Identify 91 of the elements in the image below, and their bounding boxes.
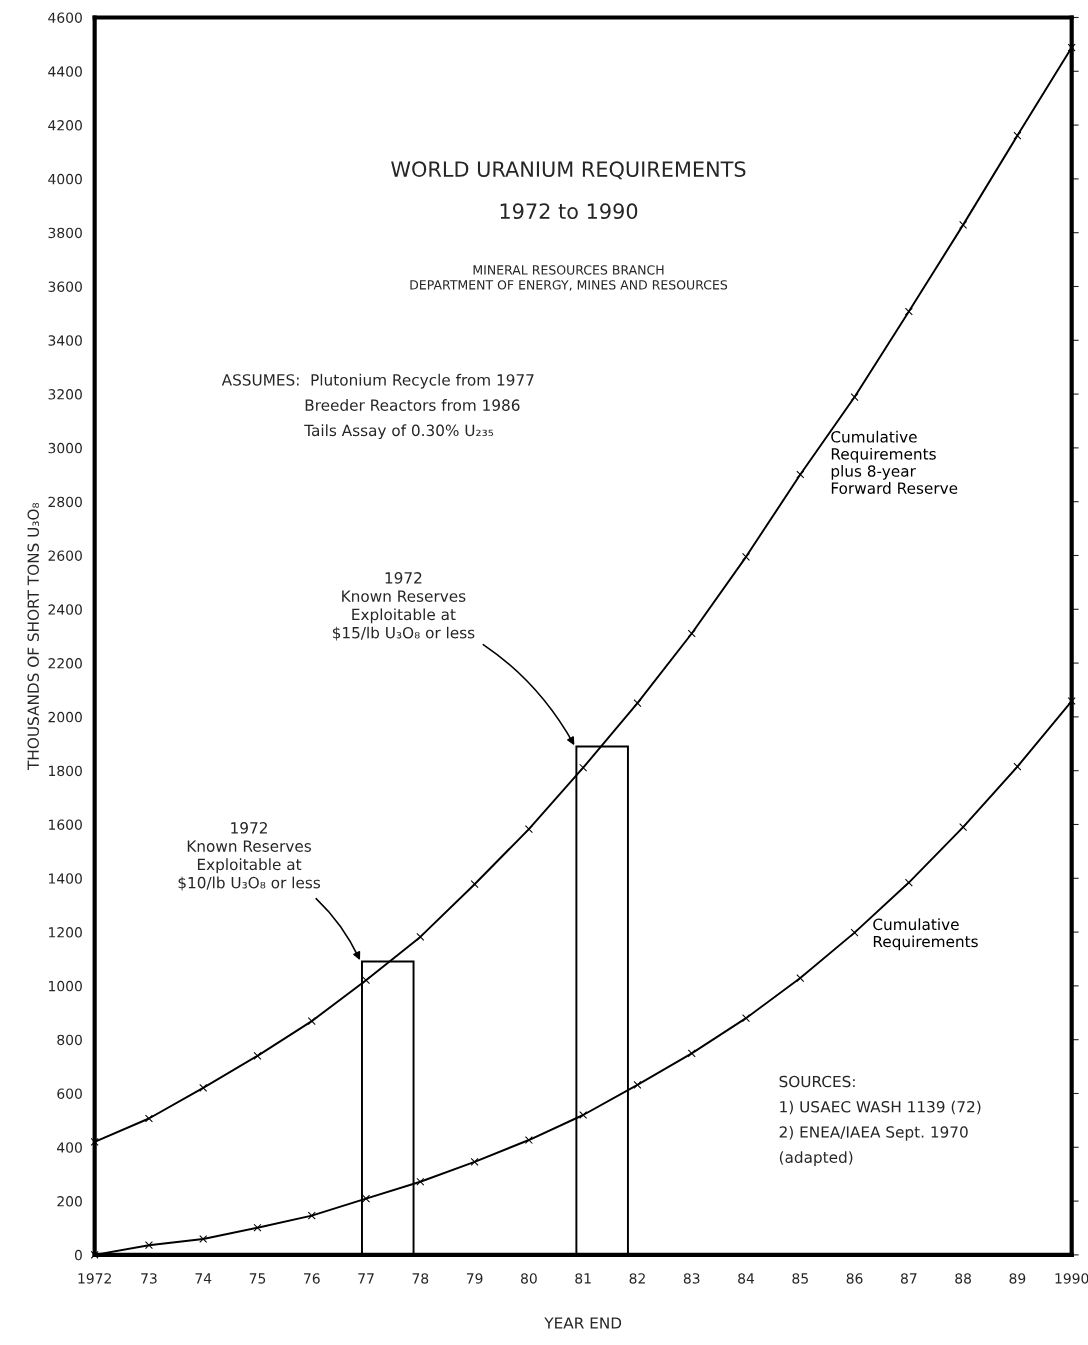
x-tick-label: 88 (955, 1273, 972, 1284)
y-tick-label: 2600 (48, 550, 82, 561)
text: WORLD URANIUM REQUIREMENTS (391, 161, 746, 180)
x-tick-label: 74 (195, 1273, 212, 1284)
y-tick-label: 400 (57, 1142, 82, 1153)
y-tick-label: 4200 (48, 120, 82, 131)
x-tick-label: 86 (846, 1273, 863, 1284)
y-tick-label: 3200 (48, 389, 82, 400)
text: 1972 to 1990 (500, 203, 638, 220)
x-tick-label: 81 (575, 1273, 591, 1284)
y-tick-label: 4600 (48, 12, 82, 23)
y-axis-title: THOUSANDS OF SHORT TONS U₃O₈ (27, 502, 39, 771)
point (362, 1194, 371, 1203)
x-tick-label: 80 (520, 1273, 537, 1284)
point (687, 629, 696, 638)
point (199, 1083, 208, 1092)
point (416, 1177, 425, 1186)
x-tick-label: 83 (683, 1273, 700, 1284)
y-tick-label: 600 (57, 1088, 82, 1099)
y-tick-label: 2200 (48, 658, 82, 669)
point (253, 1051, 262, 1060)
y-tick-label: 3600 (48, 281, 82, 292)
x-tick-label: 1990 (1055, 1273, 1088, 1284)
point (850, 928, 859, 937)
x-tick-label: 87 (900, 1273, 917, 1284)
point (579, 1111, 588, 1119)
point (524, 825, 533, 834)
y-tick-label: 1800 (49, 765, 82, 777)
annotation: 1972 Known Reserves Exploitable at $10/lb U₃O₈ or less (178, 822, 321, 891)
point (633, 699, 642, 708)
y-tick-label: 2800 (48, 496, 82, 508)
y-tick-label: 3400 (48, 335, 82, 346)
x-tick-label: 76 (304, 1273, 320, 1284)
point (470, 1157, 479, 1166)
point (307, 1211, 316, 1220)
y-tick-label: 1600 (49, 819, 82, 830)
annotation: ASSUMES: Plutonium Recycle from 1977 Breeder Reactors from 1986 Tails Assay of 0.30% U₂₃₅ (221, 373, 534, 440)
annotation: MINERAL RESOURCES BRANCH DEPARTMENT OF ENERGY, MINES AND RESOURCES (410, 265, 728, 291)
point (742, 1014, 750, 1023)
y-tick-label: 1000 (49, 980, 82, 992)
x-tick-label: 85 (792, 1273, 808, 1284)
x-tick-label: 84 (738, 1273, 755, 1284)
annotation: SOURCES: 1) USAEC WASH 1139 (72) 2) ENEA/IAEA Sept. 1970 (adapted) (779, 1075, 981, 1166)
point (1013, 762, 1022, 771)
point (742, 552, 750, 561)
point (796, 974, 805, 983)
point (144, 1241, 153, 1250)
x-tick-label: 73 (141, 1273, 157, 1284)
x-tick-label: 1972 (78, 1273, 111, 1284)
y-tick-label: 2400 (48, 604, 82, 615)
point (959, 220, 968, 229)
point (904, 878, 913, 887)
point (307, 1017, 316, 1026)
y-tick-label: 4000 (48, 173, 82, 185)
y-tick-label: 800 (57, 1034, 82, 1046)
y-tick-label: 3800 (48, 227, 82, 239)
series-label: Cumulative Requirements (873, 918, 978, 951)
y-tick-label: 0 (74, 1249, 82, 1261)
x-tick-label: 75 (249, 1273, 266, 1284)
point (144, 1114, 153, 1123)
x-tick-label: 77 (358, 1273, 374, 1284)
point (1013, 131, 1022, 140)
point (687, 1049, 696, 1058)
x-tick-label: 82 (629, 1273, 645, 1284)
point (1067, 43, 1076, 52)
point (362, 976, 371, 985)
y-tick-label: 1200 (49, 927, 82, 938)
y-tick-label: 1400 (49, 873, 82, 884)
point (416, 932, 425, 941)
point (1067, 697, 1076, 706)
x-tick-label: 79 (466, 1273, 483, 1284)
x-axis-title: YEAR END (544, 1317, 622, 1329)
point (904, 307, 913, 316)
series-label: Cumulative Requirements plus 8-year Forward Reserve (831, 430, 958, 494)
x-tick-label: 89 (1009, 1273, 1026, 1284)
y-tick-label: 3000 (48, 442, 82, 454)
y-tick-label: 2000 (48, 711, 82, 723)
point (579, 763, 588, 772)
point (959, 823, 968, 832)
point (199, 1235, 208, 1244)
point (470, 880, 479, 889)
point (850, 393, 859, 402)
point (633, 1080, 642, 1089)
y-tick-label: 200 (57, 1196, 82, 1207)
x-tick-label: 78 (412, 1273, 429, 1284)
point (796, 470, 805, 479)
annotation: 1972 Known Reserves Exploitable at $15/lb U₃O₈ or less (332, 572, 475, 641)
point (90, 1137, 99, 1146)
y-tick-label: 4400 (48, 66, 82, 77)
point (253, 1223, 262, 1232)
point (524, 1136, 533, 1145)
